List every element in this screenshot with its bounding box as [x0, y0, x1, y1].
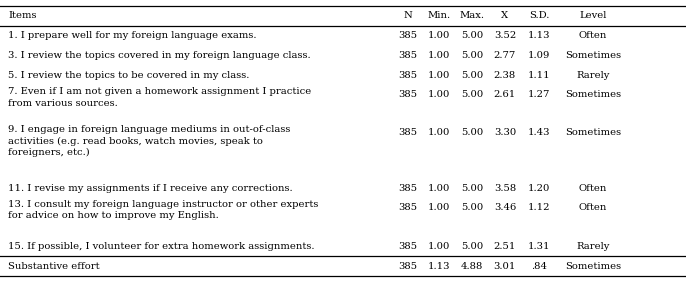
Text: 385: 385 [398, 31, 417, 40]
Text: 385: 385 [398, 90, 417, 99]
Text: 3.30: 3.30 [494, 128, 516, 137]
Text: .84: .84 [531, 262, 547, 271]
Text: 5. I review the topics to be covered in my class.: 5. I review the topics to be covered in … [8, 71, 250, 80]
Text: 385: 385 [398, 51, 417, 60]
Text: Substantive effort: Substantive effort [8, 262, 100, 271]
Text: 1.00: 1.00 [428, 71, 450, 80]
Text: 1.00: 1.00 [428, 128, 450, 137]
Text: Sometimes: Sometimes [565, 90, 621, 99]
Text: S.D.: S.D. [529, 11, 549, 20]
Text: Sometimes: Sometimes [565, 128, 621, 137]
Text: 1.13: 1.13 [528, 31, 550, 40]
Text: 1.00: 1.00 [428, 90, 450, 99]
Text: 1.43: 1.43 [528, 128, 550, 137]
Text: 1.00: 1.00 [428, 184, 450, 193]
Text: 1.00: 1.00 [428, 51, 450, 60]
Text: 1.13: 1.13 [428, 262, 450, 271]
Text: 2.38: 2.38 [494, 71, 516, 80]
Text: 1.20: 1.20 [528, 184, 550, 193]
Text: 3.01: 3.01 [494, 262, 516, 271]
Text: Rarely: Rarely [576, 71, 609, 80]
Text: 1.00: 1.00 [428, 202, 450, 212]
Text: 385: 385 [398, 262, 417, 271]
Text: 385: 385 [398, 128, 417, 137]
Text: Level: Level [579, 11, 606, 20]
Text: 385: 385 [398, 71, 417, 80]
Text: 1.00: 1.00 [428, 31, 450, 40]
Text: 1.00: 1.00 [428, 242, 450, 251]
Text: Often: Often [578, 202, 607, 212]
Text: 1. I prepare well for my foreign language exams.: 1. I prepare well for my foreign languag… [8, 31, 257, 40]
Text: 1.12: 1.12 [528, 202, 550, 212]
Text: X: X [501, 11, 508, 20]
Text: 5.00: 5.00 [461, 202, 483, 212]
Text: 11. I revise my assignments if I receive any corrections.: 11. I revise my assignments if I receive… [8, 184, 293, 193]
Text: 13. I consult my foreign language instructor or other experts
for advice on how : 13. I consult my foreign language instru… [8, 200, 318, 221]
Text: 7. Even if I am not given a homework assignment I practice
from various sources.: 7. Even if I am not given a homework ass… [8, 87, 311, 108]
Text: 385: 385 [398, 242, 417, 251]
Text: 2.51: 2.51 [494, 242, 516, 251]
Text: 9. I engage in foreign language mediums in out-of-class
activities (e.g. read bo: 9. I engage in foreign language mediums … [8, 125, 291, 157]
Text: 5.00: 5.00 [461, 184, 483, 193]
Text: 3.46: 3.46 [494, 202, 516, 212]
Text: 385: 385 [398, 202, 417, 212]
Text: Often: Often [578, 31, 607, 40]
Text: 5.00: 5.00 [461, 31, 483, 40]
Text: 1.27: 1.27 [528, 90, 550, 99]
Text: Often: Often [578, 184, 607, 193]
Text: 385: 385 [398, 184, 417, 193]
Text: 2.61: 2.61 [494, 90, 516, 99]
Text: Min.: Min. [427, 11, 451, 20]
Text: 3.58: 3.58 [494, 184, 516, 193]
Text: Rarely: Rarely [576, 242, 609, 251]
Text: 4.88: 4.88 [461, 262, 483, 271]
Text: 1.31: 1.31 [528, 242, 550, 251]
Text: 5.00: 5.00 [461, 51, 483, 60]
Text: 2.77: 2.77 [494, 51, 516, 60]
Text: 5.00: 5.00 [461, 128, 483, 137]
Text: Sometimes: Sometimes [565, 262, 621, 271]
Text: Sometimes: Sometimes [565, 51, 621, 60]
Text: N: N [403, 11, 412, 20]
Text: 5.00: 5.00 [461, 242, 483, 251]
Text: Max.: Max. [460, 11, 484, 20]
Text: 1.09: 1.09 [528, 51, 550, 60]
Text: Items: Items [8, 11, 37, 20]
Text: 15. If possible, I volunteer for extra homework assignments.: 15. If possible, I volunteer for extra h… [8, 242, 315, 251]
Text: 3. I review the topics covered in my foreign language class.: 3. I review the topics covered in my for… [8, 51, 311, 60]
Text: 5.00: 5.00 [461, 71, 483, 80]
Text: 5.00: 5.00 [461, 90, 483, 99]
Text: 3.52: 3.52 [494, 31, 516, 40]
Text: 1.11: 1.11 [528, 71, 550, 80]
